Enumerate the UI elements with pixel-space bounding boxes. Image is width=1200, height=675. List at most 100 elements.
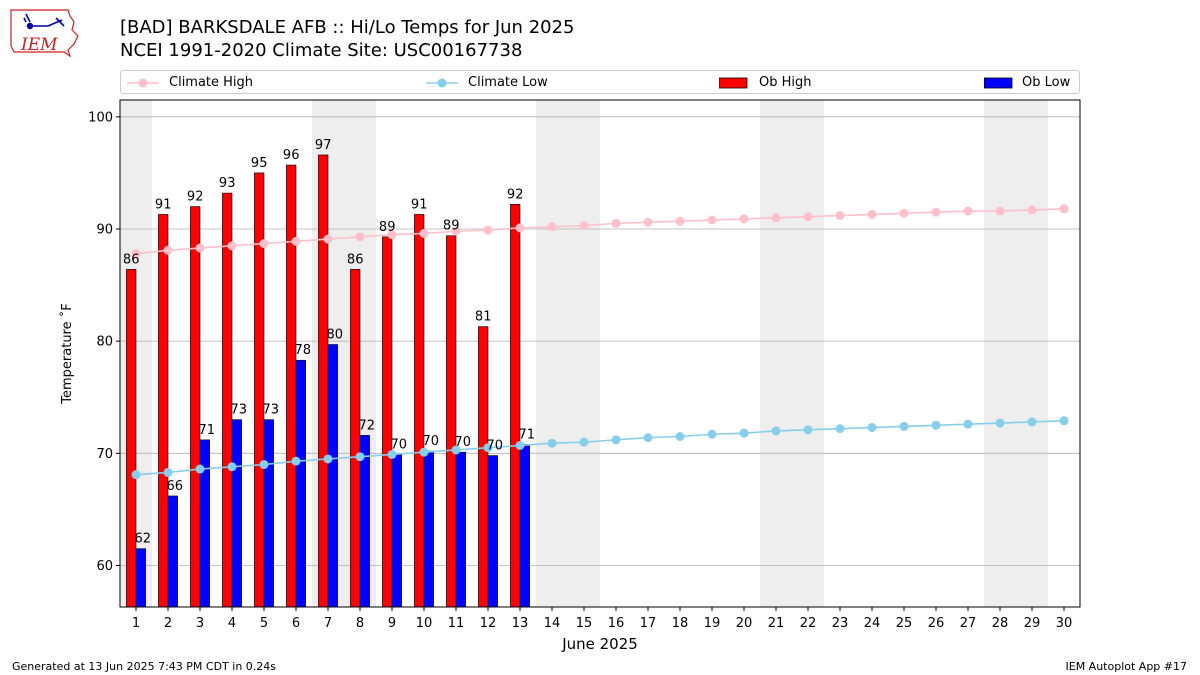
x-tick-label: 21 xyxy=(768,616,785,631)
legend-label-climate-low: Climate Low xyxy=(468,75,548,90)
x-tick-label: 4 xyxy=(228,616,236,631)
legend-label-ob-high: Ob High xyxy=(759,75,812,90)
ob-low-bar-label: 70 xyxy=(391,437,408,452)
ob-low-bar xyxy=(295,359,306,608)
ob-low-bar xyxy=(135,548,146,608)
x-tick-label: 3 xyxy=(196,616,204,631)
climate-low-point xyxy=(483,443,493,453)
climate-low-point xyxy=(259,460,269,470)
ob-high-bar xyxy=(510,204,521,608)
bar-series xyxy=(126,154,530,608)
x-tick-label: 29 xyxy=(1024,616,1041,631)
x-tick-label: 15 xyxy=(576,616,593,631)
climate-low-line xyxy=(135,420,1065,476)
climate-low-point xyxy=(1059,416,1069,426)
x-tick-label: 19 xyxy=(704,616,721,631)
climate-lines xyxy=(131,204,1069,480)
climate-high-point xyxy=(227,241,237,251)
climate-low-point xyxy=(195,464,205,474)
weekend-bands xyxy=(120,100,1048,607)
x-tick-label: 20 xyxy=(736,616,753,631)
climate-high-point xyxy=(419,228,429,238)
ob-low-bar-label: 78 xyxy=(295,343,312,358)
climate-low-point xyxy=(611,435,621,445)
x-tick-label: 18 xyxy=(672,616,689,631)
y-tick-label: 100 xyxy=(88,110,113,125)
x-tick-label: 30 xyxy=(1056,616,1073,631)
climate-high-point xyxy=(675,216,685,226)
ob-low-bar-label: 73 xyxy=(263,403,280,418)
climate-low-point xyxy=(419,447,429,457)
weekend-band xyxy=(760,100,824,607)
ob-low-bar xyxy=(519,444,530,608)
ob-low-bar xyxy=(455,451,466,608)
climate-low-point xyxy=(963,419,973,429)
climate-low-point xyxy=(163,467,173,477)
climate-low-point xyxy=(931,420,941,430)
ob-high-bar xyxy=(414,214,425,608)
ob-high-bar-label: 92 xyxy=(187,190,204,205)
climate-high-point xyxy=(451,226,461,236)
climate-high-point xyxy=(259,239,269,249)
generated-note: Generated at 13 Jun 2025 7:43 PM CDT in … xyxy=(12,660,277,673)
ob-high-bar xyxy=(286,164,297,608)
x-tick-label: 7 xyxy=(324,616,332,631)
chart-title: [BAD] BARKSDALE AFB :: Hi/Lo Temps for J… xyxy=(120,17,575,38)
ob-low-bar-label: 73 xyxy=(231,403,248,418)
ob-high-bar-label: 96 xyxy=(283,148,300,163)
ob-high-bar-label: 81 xyxy=(475,310,492,325)
ob-high-bar-label: 93 xyxy=(219,176,236,191)
ob-high-bar-label: 91 xyxy=(411,197,428,212)
climate-low-point xyxy=(323,454,333,464)
chart-subtitle: NCEI 1991-2020 Climate Site: USC00167738 xyxy=(120,40,523,61)
weekend-band xyxy=(984,100,1048,607)
ob-low-bar-label: 71 xyxy=(519,427,536,442)
x-tick-label: 13 xyxy=(512,616,529,631)
x-tick-label: 28 xyxy=(992,616,1009,631)
y-tick-label: 60 xyxy=(96,559,113,574)
x-tick-label: 22 xyxy=(800,616,817,631)
climate-high-point xyxy=(611,218,621,228)
ob-low-bar-label: 72 xyxy=(359,418,376,433)
legend-label-climate-high: Climate High xyxy=(169,75,254,90)
climate-low-point xyxy=(1027,417,1037,427)
x-tick-label: 27 xyxy=(960,616,977,631)
climate-low-point xyxy=(131,470,141,480)
ob-low-bar-label: 71 xyxy=(199,423,216,438)
ob-low-swatch-icon xyxy=(984,77,1013,89)
climate-high-line xyxy=(135,208,1065,255)
ob-high-bar-label: 92 xyxy=(507,187,524,202)
weather-instruments-icon xyxy=(23,13,65,30)
app-credit: IEM Autoplot App #17 xyxy=(1065,660,1188,673)
x-tick-label: 5 xyxy=(260,616,268,631)
climate-low-point xyxy=(355,452,365,462)
ob-high-bar-label: 97 xyxy=(315,138,332,153)
ob-low-bar xyxy=(167,495,178,608)
climate-low-point xyxy=(899,421,909,431)
x-tick-label: 6 xyxy=(292,616,300,631)
climate-high-point xyxy=(323,234,333,244)
ob-low-bar xyxy=(359,435,370,608)
ob-low-bar xyxy=(327,344,338,608)
ob-high-bar xyxy=(126,269,137,608)
x-tick-label: 26 xyxy=(928,616,945,631)
climate-high-point xyxy=(739,214,749,224)
climate-high-point xyxy=(163,245,173,255)
legend: Climate High Climate Low Ob High Ob Low xyxy=(120,70,1080,94)
x-tick-label: 23 xyxy=(832,616,849,631)
climate-high-point xyxy=(131,249,141,259)
climate-high-point xyxy=(771,213,781,223)
climate-high-swatch-icon xyxy=(127,78,159,88)
x-tick-label: 8 xyxy=(356,616,364,631)
climate-high-point xyxy=(291,236,301,246)
x-tick-label: 10 xyxy=(416,616,433,631)
climate-low-point xyxy=(771,426,781,436)
climate-high-point xyxy=(803,212,813,222)
ob-low-bar xyxy=(391,454,402,608)
climate-low-point xyxy=(547,438,557,448)
x-tick-label: 14 xyxy=(544,616,561,631)
climate-high-point xyxy=(995,206,1005,216)
climate-high-point xyxy=(1027,205,1037,215)
climate-high-point xyxy=(355,232,365,242)
